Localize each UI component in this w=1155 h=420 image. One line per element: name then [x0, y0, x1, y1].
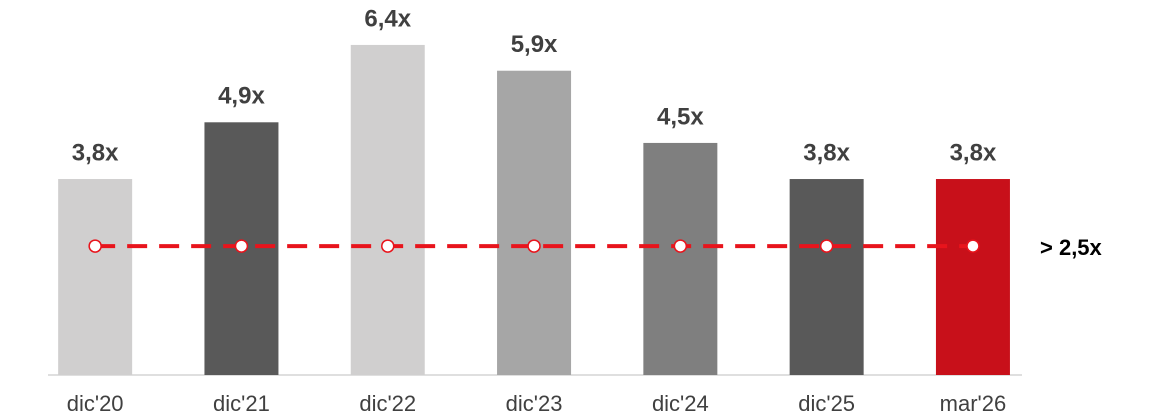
threshold-marker	[381, 239, 395, 253]
x-tick-label: mar'26	[940, 391, 1007, 416]
value-label: 3,8x	[72, 139, 119, 166]
x-tick-label: dic'20	[67, 391, 124, 416]
value-label: 4,5x	[657, 103, 704, 130]
x-tick-label: dic'25	[798, 391, 855, 416]
value-label: 5,9x	[511, 31, 558, 58]
value-label: 3,8x	[950, 139, 997, 166]
threshold-label: > 2,5x	[1040, 235, 1103, 260]
threshold-marker	[234, 239, 249, 253]
value-label: 6,4x	[364, 5, 411, 32]
bar	[497, 70, 572, 375]
x-tick-label: dic'21	[213, 391, 270, 416]
x-tick-label: dic'24	[652, 391, 709, 416]
threshold-marker	[966, 239, 980, 253]
threshold-marker	[527, 239, 541, 253]
bar	[789, 179, 864, 375]
bar	[58, 179, 133, 375]
threshold-marker	[819, 239, 834, 253]
threshold-marker	[88, 239, 102, 253]
bar	[643, 142, 718, 375]
value-label: 4,9x	[218, 83, 265, 110]
threshold-marker	[673, 239, 688, 253]
x-tick-label: dic'22	[359, 391, 416, 416]
bar	[350, 44, 425, 375]
x-tick-label: dic'23	[506, 391, 563, 416]
value-label: 3,8x	[803, 139, 850, 166]
bar	[935, 179, 1010, 375]
